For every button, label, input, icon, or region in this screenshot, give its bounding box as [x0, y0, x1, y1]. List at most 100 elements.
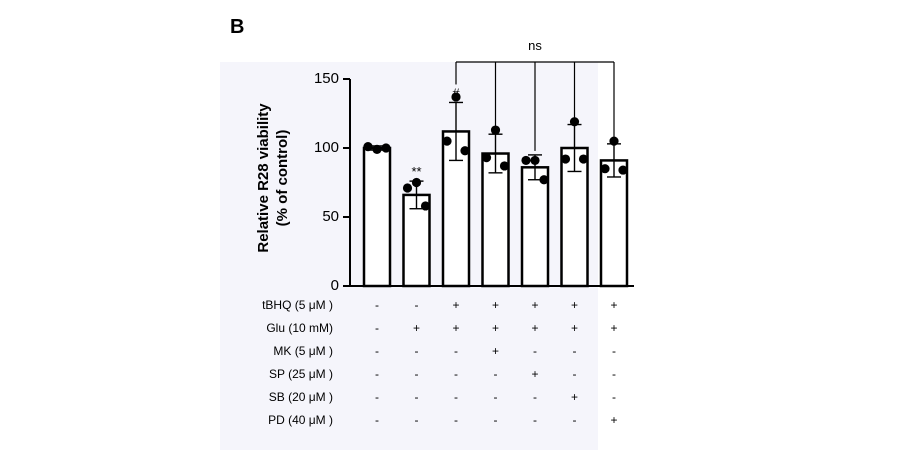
treatment-cell: - [375, 344, 379, 358]
treatment-label: PD (40 μM ) [268, 413, 333, 427]
treatment-cell: + [452, 298, 459, 312]
data-point [381, 143, 391, 153]
treatment-row: MK (5 μM ) - - - + - - - [273, 344, 616, 358]
bracket-label: ns [528, 38, 542, 53]
bar [599, 159, 629, 288]
y-axis-title-line1: Relative R28 viability [255, 103, 272, 253]
treatment-label: SB (20 μM ) [269, 390, 333, 404]
treatment-cell: - [415, 298, 419, 312]
data-point [609, 136, 619, 146]
y-tick-label: 150 [314, 70, 339, 87]
treatment-cell: - [375, 413, 379, 427]
data-point [460, 146, 470, 156]
bar [362, 146, 392, 288]
treatment-cell: + [571, 390, 578, 404]
treatment-cell: - [415, 390, 419, 404]
significance-bracket: ns [455, 38, 615, 151]
treatment-cell: - [454, 413, 458, 427]
bar-group [520, 154, 550, 288]
data-point [420, 201, 431, 211]
treatment-cell: + [610, 321, 617, 335]
treatment-row: SB (20 μM ) - - - - - + - [269, 390, 616, 404]
treatment-cell: - [573, 367, 577, 381]
data-point [363, 142, 373, 152]
treatment-cell: - [533, 344, 537, 358]
treatment-cell: - [375, 367, 379, 381]
data-point [402, 183, 413, 193]
y-tick-label: 50 [322, 208, 339, 225]
treatment-cell: + [452, 321, 459, 335]
data-point [618, 165, 628, 175]
data-point [499, 161, 510, 171]
bar [481, 152, 510, 288]
treatment-cell: + [571, 321, 578, 335]
treatment-cell: + [492, 298, 499, 312]
data-point [569, 117, 580, 127]
bar [520, 166, 550, 288]
data-point [600, 164, 610, 174]
bar-group: # [441, 85, 471, 288]
treatment-cell: - [612, 390, 616, 404]
treatment-label: MK (5 μM ) [273, 344, 333, 358]
data-point [530, 155, 540, 166]
treatment-cell: - [573, 344, 577, 358]
data-point [578, 154, 589, 164]
data-point [539, 175, 549, 185]
treatment-row: Glu (10 mM) - + + + + + + [266, 321, 617, 335]
treatment-cell: - [494, 390, 498, 404]
bar-group: ** [402, 164, 431, 288]
data-point [372, 144, 382, 154]
data-point [481, 153, 492, 163]
treatment-row: SP (25 μM ) - - - - + - - [269, 367, 616, 381]
treatment-cell: - [533, 390, 537, 404]
treatment-cell: - [375, 321, 379, 335]
treatment-cell: - [375, 298, 379, 312]
treatment-row: PD (40 μM ) - - - - - - + [268, 413, 617, 427]
treatment-cell: + [531, 367, 538, 381]
data-point [451, 92, 461, 102]
data-point [411, 177, 422, 188]
treatment-cell: - [454, 390, 458, 404]
treatment-cell: - [494, 413, 498, 427]
bar-group [560, 117, 589, 288]
treatment-cell: - [454, 367, 458, 381]
treatment-label: tBHQ (5 μM ) [262, 298, 333, 312]
treatment-cell: + [531, 298, 538, 312]
treatment-label: SP (25 μM ) [269, 367, 333, 381]
bar-group [362, 142, 392, 288]
significance-mark: ** [411, 164, 421, 179]
treatment-cell: - [494, 367, 498, 381]
panel-label: B [230, 16, 244, 38]
data-point [442, 136, 452, 146]
y-tick-label: 0 [331, 277, 339, 294]
bar-group [481, 125, 510, 288]
treatment-cell: + [571, 298, 578, 312]
y-tick-label: 100 [314, 139, 339, 156]
y-axis-title: Relative R28 viability (% of control) [255, 103, 291, 253]
treatment-cell: + [610, 298, 617, 312]
data-point [560, 154, 571, 164]
treatment-cell: - [415, 413, 419, 427]
treatment-cell: - [573, 413, 577, 427]
treatment-cell: - [375, 390, 379, 404]
treatment-cell: + [492, 344, 499, 358]
treatment-cell: - [612, 344, 616, 358]
treatment-table: tBHQ (5 μM ) - - + + + + +Glu (10 mM) - + + + + + +MK … [262, 298, 617, 427]
bar-group [599, 136, 629, 288]
treatment-cell: - [415, 344, 419, 358]
treatment-cell: + [413, 321, 420, 335]
treatment-cell: - [454, 344, 458, 358]
treatment-cell: + [531, 321, 538, 335]
treatment-row: tBHQ (5 μM ) - - + + + + + [262, 298, 617, 312]
data-point [521, 155, 531, 166]
treatment-cell: - [612, 367, 616, 381]
treatment-cell: - [415, 367, 419, 381]
significance-mark: # [452, 85, 460, 100]
bars: ** # [362, 85, 629, 288]
treatment-cell: - [533, 413, 537, 427]
treatment-cell: + [610, 413, 617, 427]
treatment-cell: + [492, 321, 499, 335]
treatment-label: Glu (10 mM) [266, 321, 333, 335]
y-axis-title-line2: (% of control) [274, 130, 291, 227]
